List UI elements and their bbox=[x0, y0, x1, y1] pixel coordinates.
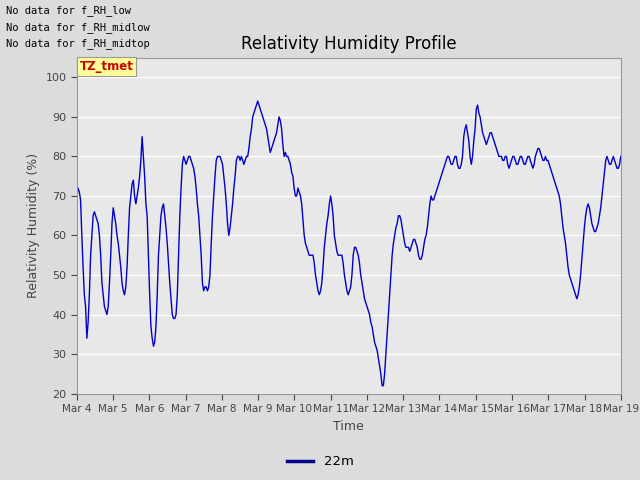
Y-axis label: Relativity Humidity (%): Relativity Humidity (%) bbox=[27, 153, 40, 298]
Text: TZ_tmet: TZ_tmet bbox=[79, 60, 134, 73]
Title: Relativity Humidity Profile: Relativity Humidity Profile bbox=[241, 35, 456, 53]
Text: No data for f_RH_low: No data for f_RH_low bbox=[6, 5, 131, 16]
Text: No data for f_RH_midlow: No data for f_RH_midlow bbox=[6, 22, 150, 33]
Text: No data for f_RH_midtop: No data for f_RH_midtop bbox=[6, 38, 150, 49]
Legend: 22m: 22m bbox=[282, 450, 358, 473]
X-axis label: Time: Time bbox=[333, 420, 364, 432]
